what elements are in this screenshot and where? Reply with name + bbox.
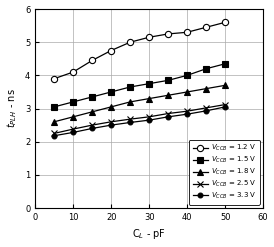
$V_{CCB}$ = 1.2 V: [53, 77, 56, 80]
$V_{CCB}$ = 3.3 V: [129, 121, 132, 124]
$V_{CCB}$ = 2.5 V: [147, 115, 151, 118]
$V_{CCB}$ = 1.8 V: [204, 87, 208, 90]
Line: $V_{CCB}$ = 1.2 V: $V_{CCB}$ = 1.2 V: [51, 19, 228, 82]
$V_{CCB}$ = 3.3 V: [72, 131, 75, 134]
Y-axis label: $t_{PLH}$ - ns: $t_{PLH}$ - ns: [5, 89, 19, 128]
$V_{CCB}$ = 1.2 V: [90, 59, 94, 62]
$V_{CCB}$ = 2.5 V: [204, 106, 208, 109]
$V_{CCB}$ = 3.3 V: [53, 134, 56, 137]
$V_{CCB}$ = 2.5 V: [224, 103, 227, 106]
$V_{CCB}$ = 1.5 V: [72, 101, 75, 103]
$V_{CCB}$ = 1.5 V: [224, 62, 227, 65]
$V_{CCB}$ = 3.3 V: [110, 124, 113, 127]
$V_{CCB}$ = 1.2 V: [72, 71, 75, 74]
$V_{CCB}$ = 1.2 V: [129, 41, 132, 44]
$V_{CCB}$ = 1.5 V: [185, 74, 189, 77]
Line: $V_{CCB}$ = 2.5 V: $V_{CCB}$ = 2.5 V: [51, 102, 228, 137]
$V_{CCB}$ = 1.5 V: [129, 85, 132, 88]
$V_{CCB}$ = 1.8 V: [110, 105, 113, 108]
$V_{CCB}$ = 2.5 V: [72, 128, 75, 131]
$V_{CCB}$ = 1.2 V: [224, 21, 227, 24]
$V_{CCB}$ = 3.3 V: [90, 127, 94, 130]
$V_{CCB}$ = 1.5 V: [110, 90, 113, 93]
$V_{CCB}$ = 2.5 V: [185, 110, 189, 113]
$V_{CCB}$ = 1.2 V: [147, 36, 151, 39]
Line: $V_{CCB}$ = 3.3 V: $V_{CCB}$ = 3.3 V: [52, 104, 228, 138]
$V_{CCB}$ = 1.2 V: [110, 49, 113, 52]
$V_{CCB}$ = 1.2 V: [185, 31, 189, 34]
$V_{CCB}$ = 2.5 V: [110, 120, 113, 123]
$V_{CCB}$ = 1.8 V: [167, 94, 170, 97]
$V_{CCB}$ = 2.5 V: [129, 118, 132, 121]
$V_{CCB}$ = 1.8 V: [53, 120, 56, 123]
X-axis label: C$_L$ - pF: C$_L$ - pF: [132, 227, 166, 242]
$V_{CCB}$ = 3.3 V: [185, 113, 189, 116]
$V_{CCB}$ = 1.8 V: [72, 115, 75, 118]
$V_{CCB}$ = 1.5 V: [147, 82, 151, 85]
$V_{CCB}$ = 1.2 V: [167, 32, 170, 35]
$V_{CCB}$ = 1.5 V: [167, 79, 170, 82]
Line: $V_{CCB}$ = 1.8 V: $V_{CCB}$ = 1.8 V: [51, 82, 228, 124]
$V_{CCB}$ = 3.3 V: [204, 109, 208, 112]
$V_{CCB}$ = 3.3 V: [147, 119, 151, 122]
$V_{CCB}$ = 3.3 V: [167, 115, 170, 118]
$V_{CCB}$ = 2.5 V: [167, 112, 170, 115]
$V_{CCB}$ = 1.5 V: [204, 67, 208, 70]
$V_{CCB}$ = 1.8 V: [129, 101, 132, 103]
Line: $V_{CCB}$ = 1.5 V: $V_{CCB}$ = 1.5 V: [51, 61, 228, 110]
$V_{CCB}$ = 1.8 V: [185, 90, 189, 93]
$V_{CCB}$ = 1.5 V: [53, 105, 56, 108]
$V_{CCB}$ = 1.2 V: [204, 26, 208, 29]
$V_{CCB}$ = 1.8 V: [147, 97, 151, 100]
$V_{CCB}$ = 1.8 V: [90, 110, 94, 113]
$V_{CCB}$ = 1.8 V: [224, 84, 227, 87]
Legend: $V_{CCB}$ = 1.2 V, $V_{CCB}$ = 1.5 V, $V_{CCB}$ = 1.8 V, $V_{CCB}$ = 2.5 V, $V_{: $V_{CCB}$ = 1.2 V, $V_{CCB}$ = 1.5 V, $V…: [189, 140, 260, 205]
$V_{CCB}$ = 1.5 V: [90, 95, 94, 98]
$V_{CCB}$ = 3.3 V: [224, 105, 227, 108]
$V_{CCB}$ = 2.5 V: [90, 124, 94, 127]
$V_{CCB}$ = 2.5 V: [53, 132, 56, 135]
